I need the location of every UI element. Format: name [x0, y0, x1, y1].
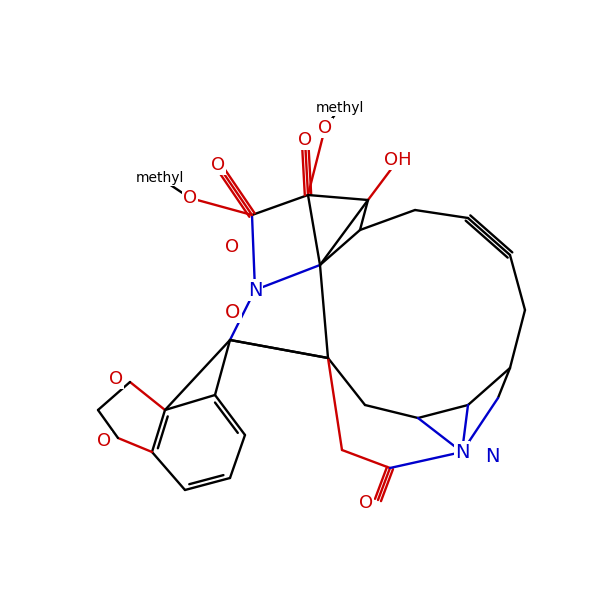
- Text: O: O: [298, 131, 312, 149]
- Text: N: N: [248, 280, 262, 299]
- Text: methyl: methyl: [136, 171, 184, 185]
- Text: O: O: [211, 156, 225, 174]
- Text: methyl: methyl: [316, 101, 364, 115]
- Text: N: N: [485, 448, 499, 467]
- Text: O: O: [226, 302, 241, 322]
- Text: O: O: [109, 370, 123, 388]
- Text: O: O: [97, 432, 111, 450]
- Text: O: O: [183, 189, 197, 207]
- Text: O: O: [359, 494, 373, 512]
- Text: O: O: [225, 238, 239, 256]
- Text: N: N: [455, 443, 469, 461]
- Text: O: O: [318, 119, 332, 137]
- Text: OH: OH: [384, 151, 412, 169]
